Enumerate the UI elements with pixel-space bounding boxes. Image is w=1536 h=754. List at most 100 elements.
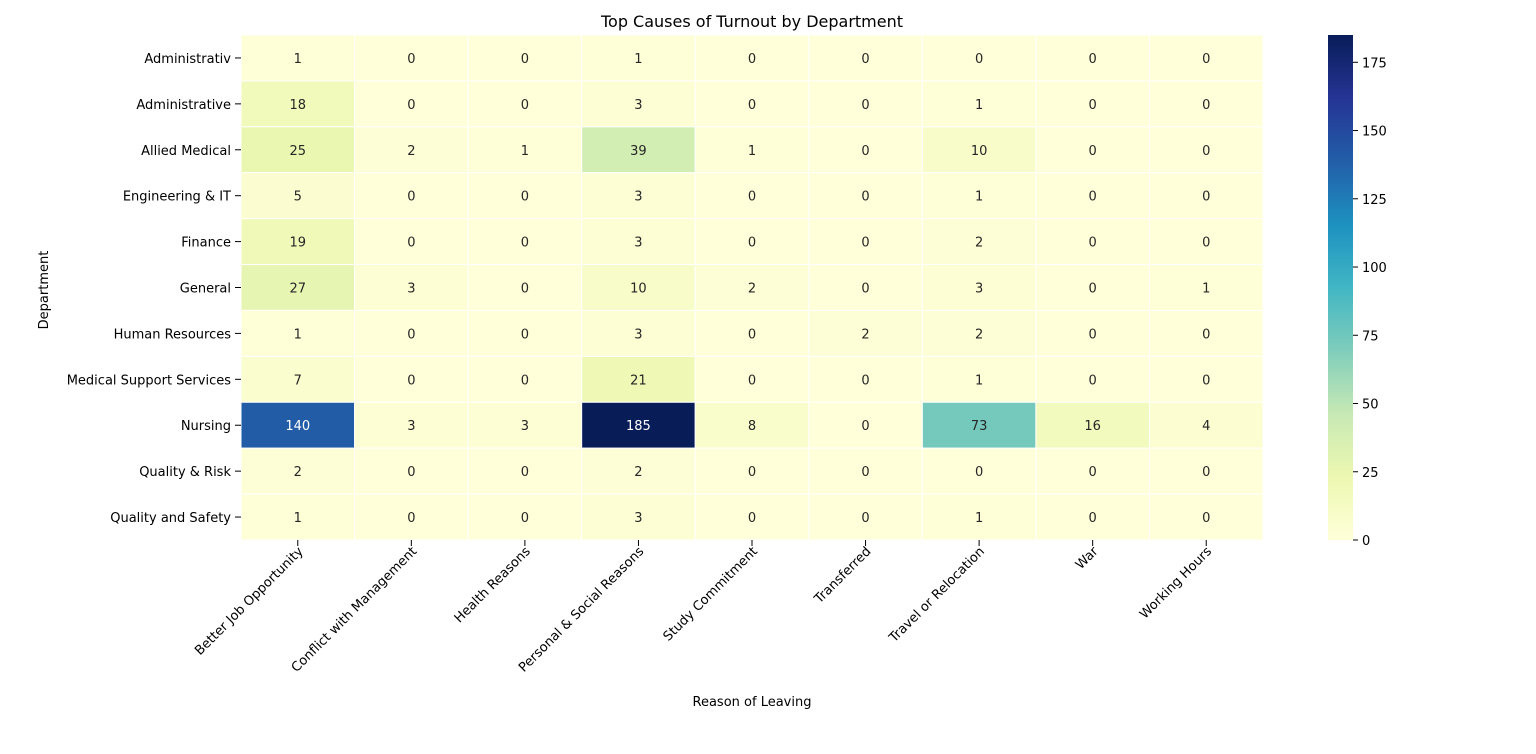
cell-value-label: 39 bbox=[630, 144, 647, 159]
heatmap-cell bbox=[467, 264, 583, 311]
cell-value-label: 18 bbox=[290, 98, 307, 113]
cell-value-label: 140 bbox=[285, 419, 310, 434]
heatmap-cell bbox=[808, 447, 923, 495]
cell-value-label: 0 bbox=[748, 52, 756, 67]
heatmap-cell bbox=[694, 80, 810, 128]
cell-value-label: 5 bbox=[294, 190, 302, 205]
cell-value-label: 0 bbox=[521, 282, 529, 297]
x-tick-label: War bbox=[1073, 544, 1102, 573]
cell-value-label: 2 bbox=[975, 236, 983, 251]
cell-value-label: 16 bbox=[1084, 419, 1101, 434]
heatmap-cell bbox=[240, 447, 356, 495]
heatmap-cell bbox=[354, 126, 469, 174]
cell-value-label: 0 bbox=[748, 465, 756, 480]
cell-value-label: 0 bbox=[1202, 52, 1210, 67]
cell-value-label: 3 bbox=[634, 236, 642, 251]
x-tick-label: Travel or Relocation bbox=[886, 544, 988, 646]
heatmap-cell bbox=[581, 401, 696, 449]
heatmap-cells: 1 0 0 1 0 0 0 0 018 0 0 3 0 0 1 0 025 2 1 39 1 0 10 0 05 0 0 3 0 0 1 0 0… bbox=[240, 34, 1264, 541]
cell-value-label: 0 bbox=[748, 236, 756, 251]
heatmap-cell bbox=[921, 493, 1037, 541]
heatmap-cell bbox=[581, 218, 696, 266]
cell-value-label: 8 bbox=[748, 419, 756, 434]
cell-value-label: 0 bbox=[975, 52, 983, 67]
cell-value-label: 0 bbox=[1089, 327, 1097, 342]
cell-value-label: 0 bbox=[748, 98, 756, 113]
heatmap-cell bbox=[581, 264, 696, 311]
colorbar-tick-label: 75 bbox=[1362, 329, 1379, 344]
heatmap-cell bbox=[1035, 34, 1150, 82]
cell-value-label: 3 bbox=[407, 419, 415, 434]
y-tick-label: Quality and Safety bbox=[110, 511, 231, 526]
cell-value-label: 0 bbox=[861, 144, 869, 159]
heatmap-cell bbox=[694, 355, 810, 403]
cell-value-label: 2 bbox=[748, 282, 756, 297]
heatmap-cell bbox=[694, 126, 810, 174]
colorbar-tick-label: 100 bbox=[1362, 261, 1387, 276]
cell-value-label: 0 bbox=[861, 52, 869, 67]
heatmap-cell bbox=[467, 355, 583, 403]
heatmap-cell bbox=[240, 264, 356, 311]
heatmap-cell bbox=[581, 34, 696, 82]
heatmap-cell bbox=[240, 172, 356, 220]
cell-value-label: 1 bbox=[294, 511, 302, 526]
cell-value-label: 1 bbox=[975, 373, 983, 388]
heatmap-cell bbox=[467, 126, 583, 174]
cell-value-label: 1 bbox=[975, 98, 983, 113]
cell-value-label: 0 bbox=[521, 190, 529, 205]
cell-value-label: 0 bbox=[748, 327, 756, 342]
cell-value-label: 10 bbox=[630, 282, 647, 297]
cell-value-label: 19 bbox=[290, 236, 307, 251]
heatmap-cell bbox=[467, 218, 583, 266]
heatmap-cell bbox=[808, 401, 923, 449]
heatmap-cell bbox=[808, 218, 923, 266]
cell-value-label: 25 bbox=[290, 144, 307, 159]
x-tick-label: Transferred bbox=[811, 544, 874, 607]
heatmap-cell bbox=[467, 34, 583, 82]
heatmap-cell bbox=[1148, 401, 1264, 449]
heatmap-cell bbox=[240, 309, 356, 357]
colorbar-tick-label: 175 bbox=[1362, 56, 1387, 71]
heatmap-cell bbox=[694, 309, 810, 357]
cell-value-label: 0 bbox=[975, 465, 983, 480]
x-tick-label: Personal & Social Reasons bbox=[516, 544, 647, 675]
y-tick-label: Nursing bbox=[181, 419, 231, 434]
heatmap-cell bbox=[808, 264, 923, 311]
heatmap-cell bbox=[921, 447, 1037, 495]
heatmap-cell bbox=[581, 355, 696, 403]
x-tick-label: Conflict with Management bbox=[289, 544, 420, 675]
cell-value-label: 3 bbox=[634, 98, 642, 113]
cell-value-label: 0 bbox=[407, 511, 415, 526]
cell-value-label: 1 bbox=[634, 52, 642, 67]
cell-value-label: 3 bbox=[634, 190, 642, 205]
heatmap-cell bbox=[1148, 447, 1264, 495]
cell-value-label: 0 bbox=[1202, 511, 1210, 526]
heatmap-cell bbox=[1035, 264, 1150, 311]
cell-value-label: 3 bbox=[975, 282, 983, 297]
cell-value-label: 0 bbox=[1089, 144, 1097, 159]
y-tick-label: Finance bbox=[181, 236, 231, 251]
colorbar-tick-label: 0 bbox=[1362, 534, 1370, 549]
y-tick-label: General bbox=[180, 282, 231, 297]
heatmap-cell bbox=[808, 34, 923, 82]
y-tick-label: Administrative bbox=[136, 98, 231, 113]
cell-value-label: 0 bbox=[1202, 373, 1210, 388]
cell-value-label: 0 bbox=[1089, 236, 1097, 251]
cell-value-label: 0 bbox=[1089, 282, 1097, 297]
x-tick-label: Study Commitment bbox=[661, 544, 761, 644]
cell-value-label: 0 bbox=[521, 52, 529, 67]
cell-value-label: 1 bbox=[294, 52, 302, 67]
colorbar-tick-label: 25 bbox=[1362, 466, 1379, 481]
cell-value-label: 0 bbox=[407, 465, 415, 480]
heatmap-cell bbox=[354, 264, 469, 311]
heatmap-cell bbox=[1148, 172, 1264, 220]
cell-value-label: 27 bbox=[290, 282, 307, 297]
colorbar-gradient bbox=[1328, 35, 1353, 540]
cell-value-label: 0 bbox=[407, 98, 415, 113]
cell-value-label: 1 bbox=[294, 327, 302, 342]
heatmap-cell bbox=[581, 126, 696, 174]
colorbar-tick-label: 125 bbox=[1362, 193, 1387, 208]
heatmap-cell bbox=[1148, 126, 1264, 174]
